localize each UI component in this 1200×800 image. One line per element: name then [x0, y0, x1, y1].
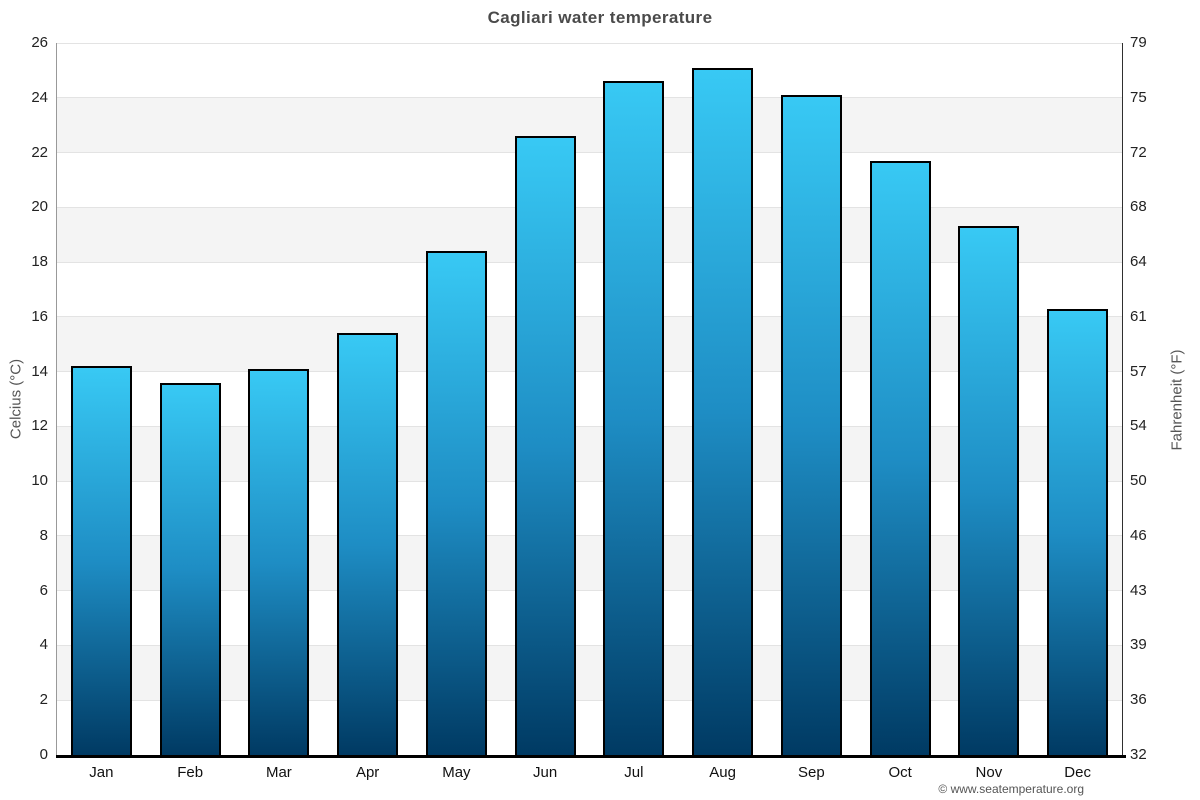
plot-band [57, 700, 1122, 755]
plot-band [57, 262, 1122, 317]
y-axis-label-fahrenheit: Fahrenheit (°F) [1168, 349, 1186, 451]
y-tick-celsius: 26 [31, 34, 48, 51]
gridline [57, 644, 1122, 646]
bar-oct [869, 160, 931, 755]
x-tick-apr: Apr [355, 764, 380, 781]
y-axis-line-right [1122, 43, 1123, 755]
bar-jul [603, 81, 665, 755]
x-tick-mar: Mar [265, 764, 292, 781]
y-tick-celsius: 22 [31, 143, 48, 161]
y-tick-celsius: 16 [31, 307, 48, 325]
bar-sep [780, 95, 842, 755]
bar-jan [70, 366, 132, 755]
plot-band [57, 207, 1122, 263]
x-tick-feb: Feb [177, 764, 204, 781]
x-tick-nov: Nov [975, 764, 1003, 781]
bar-dec [1047, 308, 1109, 755]
y-tick-celsius: 24 [31, 88, 48, 106]
plot-area [57, 42, 1122, 755]
plot-band [57, 316, 1122, 372]
x-axis-line [56, 755, 1126, 758]
plot-band [57, 97, 1122, 153]
y-tick-celsius: 2 [39, 691, 48, 709]
plot-band [57, 43, 1122, 98]
bar-may [425, 251, 487, 755]
gridline [57, 590, 1122, 592]
y-tick-celsius: 18 [31, 253, 48, 271]
gridline [57, 97, 1122, 99]
x-tick-sep: Sep [798, 764, 825, 781]
gridline [57, 316, 1122, 318]
x-tick-jan: Jan [89, 764, 114, 781]
y-axis-line-left [56, 43, 57, 755]
bar-jun [514, 136, 576, 755]
y-tick-celsius: 12 [31, 417, 48, 435]
gridline [57, 42, 1122, 44]
bar-aug [692, 67, 754, 755]
y-tick-fahrenheit: 61 [1130, 307, 1147, 325]
bar-feb [159, 382, 221, 755]
y-tick-fahrenheit: 68 [1130, 198, 1147, 216]
bar-nov [958, 226, 1020, 755]
y-tick-celsius: 8 [39, 526, 48, 544]
y-tick-celsius: 14 [31, 362, 48, 380]
y-tick-fahrenheit: 79 [1130, 34, 1147, 51]
x-tick-jul: Jul [624, 764, 644, 781]
x-tick-aug: Aug [709, 764, 736, 781]
x-tick-may: May [442, 764, 471, 781]
gridline [57, 152, 1122, 154]
chart-title: Cagliari water temperature [487, 8, 713, 27]
y-tick-fahrenheit: 75 [1130, 88, 1147, 106]
y-tick-celsius: 6 [39, 581, 48, 599]
plot-band [57, 535, 1122, 591]
gridline [57, 699, 1122, 701]
gridline [57, 261, 1122, 263]
y-tick-fahrenheit: 32 [1130, 746, 1147, 763]
y-tick-celsius: 20 [31, 198, 48, 216]
y-tick-fahrenheit: 36 [1130, 691, 1147, 709]
y-tick-fahrenheit: 64 [1130, 253, 1147, 271]
y-tick-fahrenheit: 72 [1130, 143, 1147, 161]
y-tick-fahrenheit: 54 [1130, 417, 1147, 435]
plot-band [57, 426, 1122, 482]
y-tick-celsius: 0 [39, 746, 48, 763]
plot-band [57, 152, 1122, 208]
gridline [57, 480, 1122, 482]
gridline [57, 371, 1122, 373]
y-tick-fahrenheit: 39 [1130, 636, 1147, 654]
gridline [57, 206, 1122, 208]
x-tick-dec: Dec [1064, 764, 1091, 781]
gridline [57, 535, 1122, 537]
plot-band [57, 590, 1122, 646]
y-tick-celsius: 4 [39, 636, 48, 654]
copyright-watermark: © www.seatemperature.org [938, 782, 1084, 796]
y-tick-fahrenheit: 50 [1130, 472, 1147, 490]
x-tick-oct: Oct [888, 764, 912, 781]
y-tick-fahrenheit: 43 [1130, 581, 1147, 599]
gridline [57, 425, 1122, 427]
y-tick-fahrenheit: 57 [1130, 362, 1147, 380]
bar-mar [248, 368, 310, 755]
plot-band [57, 645, 1122, 701]
plot-band [57, 371, 1122, 427]
bar-apr [337, 333, 399, 755]
y-tick-celsius: 10 [31, 472, 48, 490]
plot-band [57, 481, 1122, 536]
x-tick-jun: Jun [533, 764, 558, 781]
y-tick-fahrenheit: 46 [1130, 526, 1147, 544]
